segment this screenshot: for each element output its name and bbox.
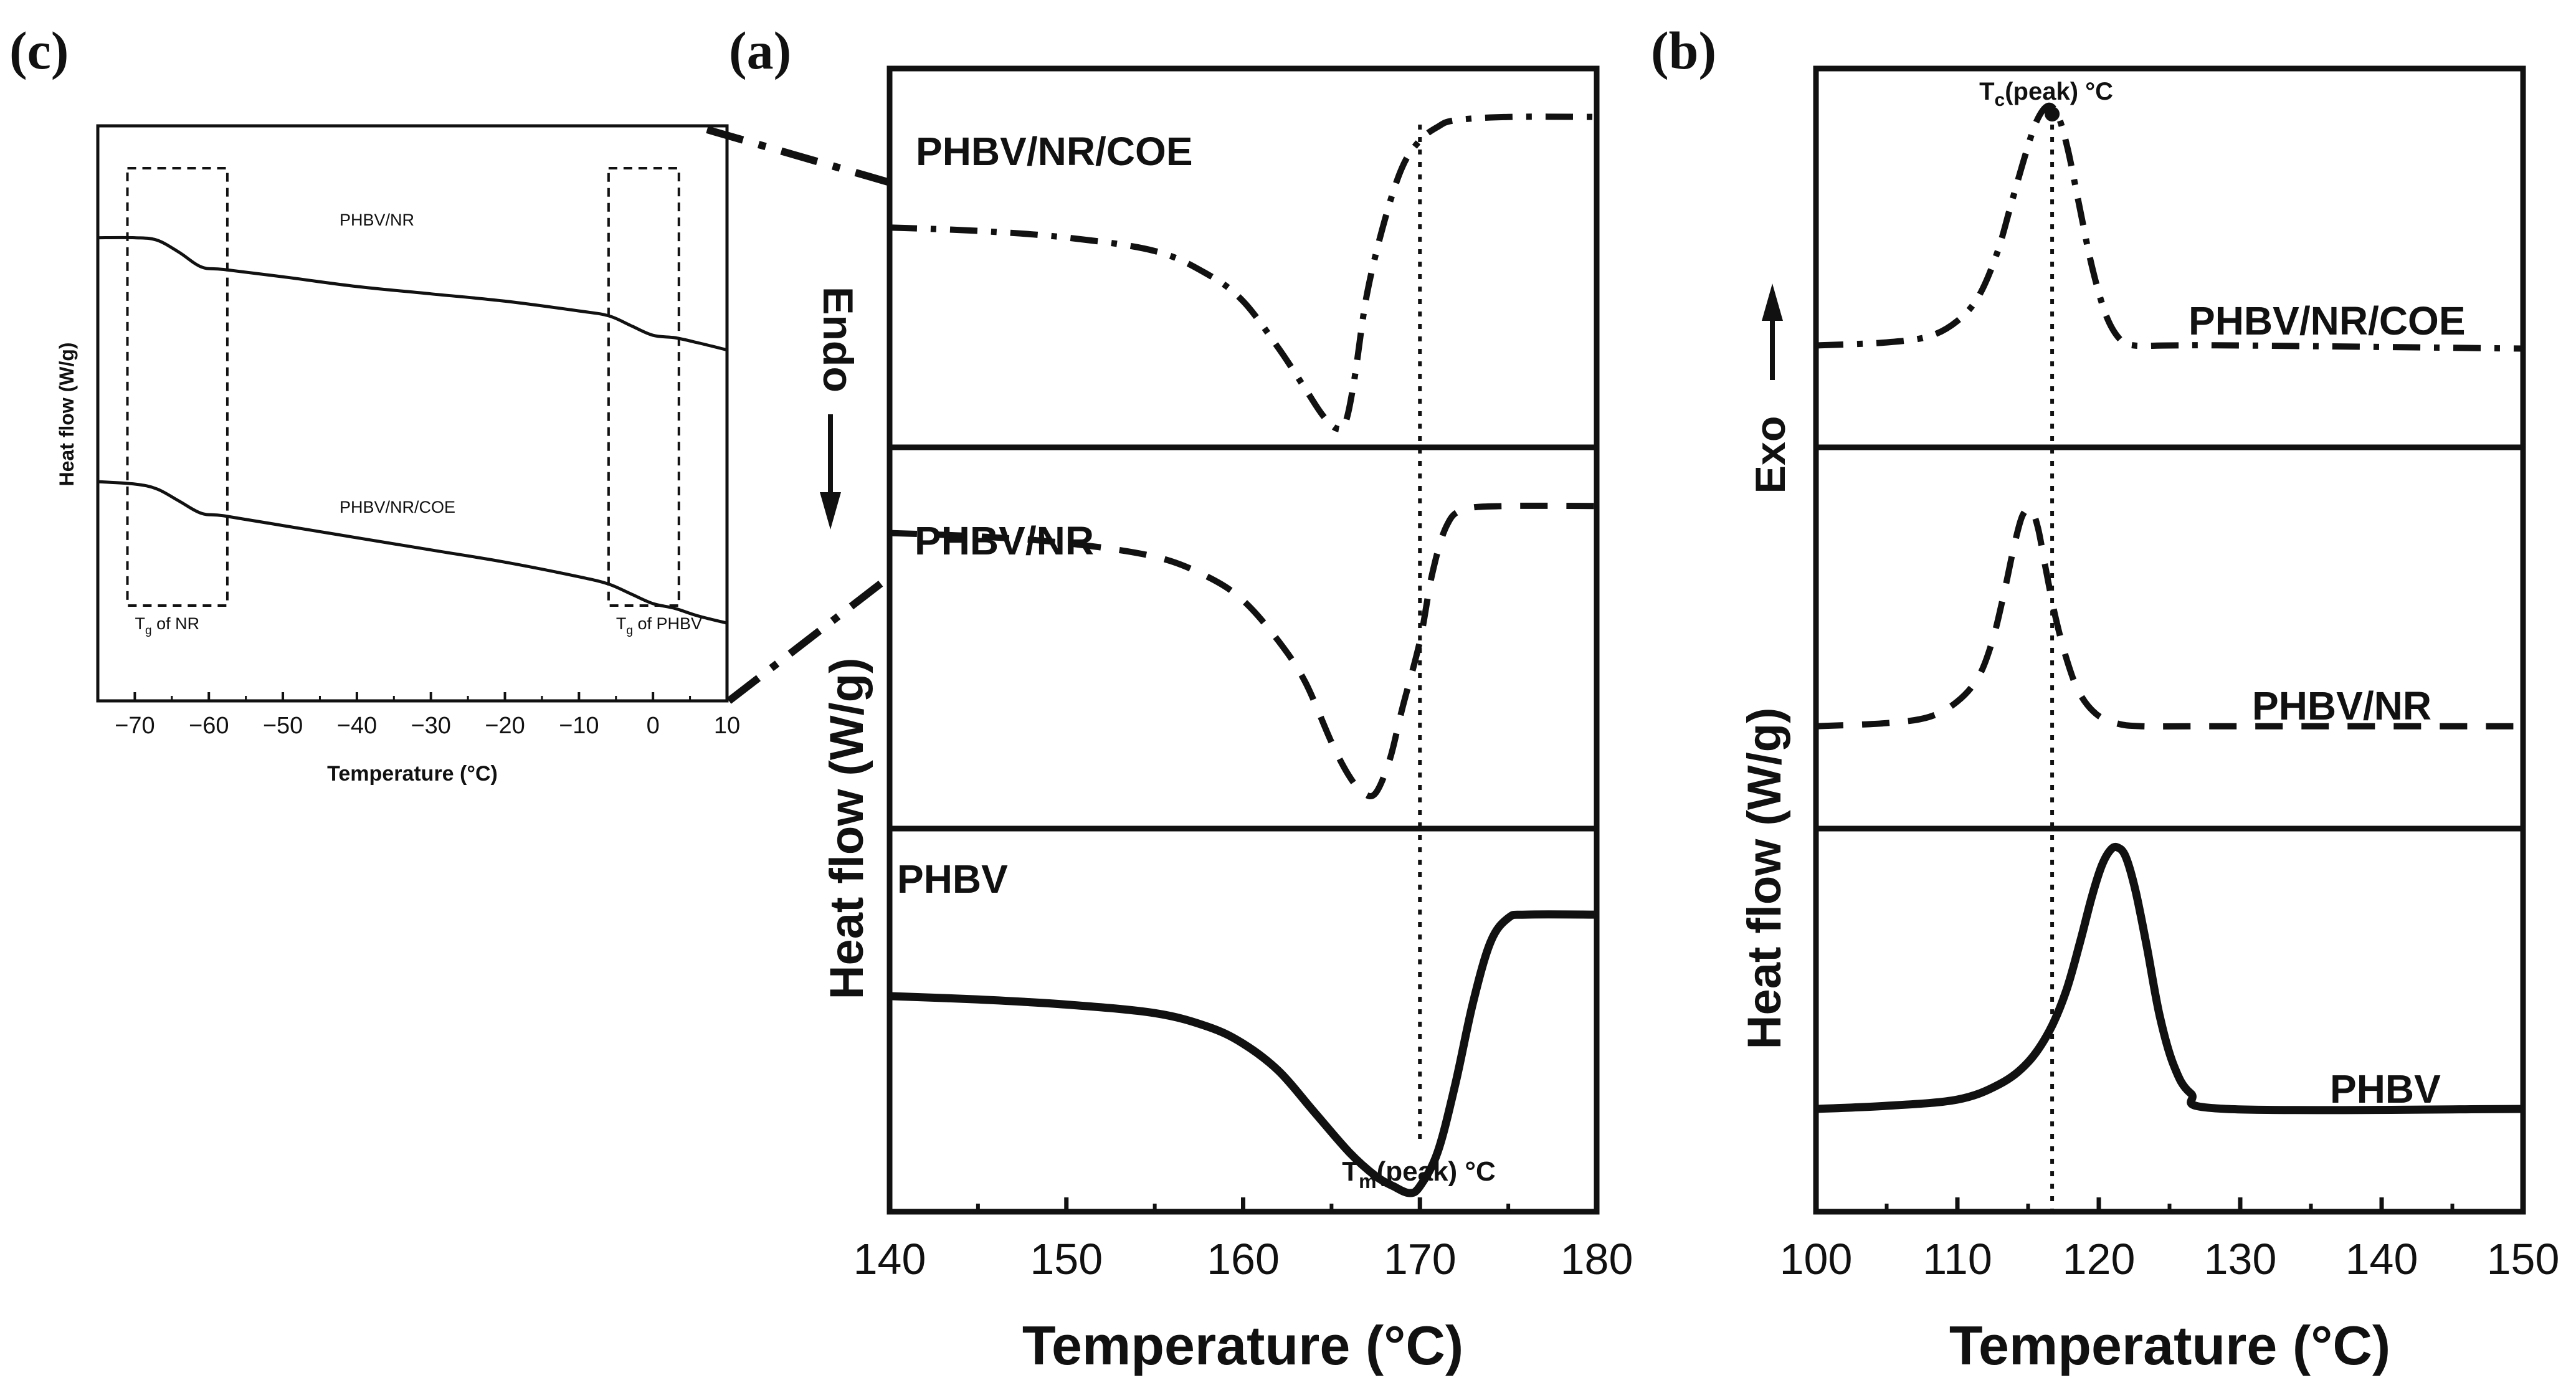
panel-c-tg-box-nr — [126, 167, 229, 607]
panel-b-x-tick-label: 150 — [2487, 1235, 2560, 1283]
panel-b-x-axis-label: Temperature (°C) — [1949, 1315, 2390, 1376]
panel-label-c: (c) — [9, 21, 69, 80]
panel-label-b: (b) — [1651, 21, 1716, 80]
panel-label-a: (a) — [729, 21, 791, 80]
panel-b-x-tick-label: 140 — [2345, 1235, 2418, 1283]
panel-c-curve-phbv-nr-coe — [97, 480, 728, 625]
panel-c-tg-label-nr: Tg of NR — [135, 614, 200, 637]
panel-c-x-tick-label: −30 — [411, 713, 450, 739]
panel-b-exo-label: Exo — [1747, 416, 1794, 494]
panel-c-boxes: Tg of NR Tg of PHBV — [126, 167, 702, 637]
zoom-connector-bottom — [726, 575, 890, 704]
panel-b-tc-symbol: T — [1979, 78, 1994, 105]
panel-a-curve-phbv — [889, 910, 1597, 1197]
panel-c-label-phbv-nr: PHBV/NR — [340, 211, 414, 229]
panel-b-ticks: 100 110 120 130 140 150 — [1780, 1197, 2560, 1283]
panel-a-curve-phbv-nr-coe — [889, 113, 1597, 432]
panel-b-y-axis-label: Heat flow (W/g) — [1738, 708, 1791, 1050]
panel-c: (c) −70 −60 −50 −40 −30 −20 −10 0 10 Tg of NR Tg … — [9, 21, 740, 786]
panel-b-x-tick-label: 120 — [2063, 1235, 2136, 1283]
panel-a-label-phbv: PHBV — [897, 857, 1008, 901]
panel-a: (a) 140 150 160 170 180 PHBV/NR/COE PHBV/NR … — [729, 21, 1633, 1376]
panel-c-y-axis-label: Heat flow (W/g) — [55, 342, 78, 486]
panel-a-y-axis-label: Heat flow (W/g) — [820, 658, 873, 1000]
panel-a-x-tick-label: 160 — [1207, 1235, 1280, 1283]
panel-a-tm-subscript: m — [1359, 1170, 1376, 1192]
panel-a-x-tick-label: 150 — [1030, 1235, 1103, 1283]
zoom-connector-top — [706, 126, 889, 186]
panel-b-x-tick-label: 130 — [2204, 1235, 2277, 1283]
panel-a-label-phbv-nr: PHBV/NR — [915, 518, 1094, 563]
panel-c-x-tick-label: −20 — [485, 713, 525, 739]
panel-a-endo-label: Endo — [814, 287, 862, 392]
panel-b-label-phbv: PHBV — [2330, 1067, 2441, 1111]
panel-c-x-tick-label: −60 — [189, 713, 229, 739]
panel-c-x-tick-label: −10 — [559, 713, 599, 739]
panel-b-exo-arrow — [1762, 283, 1783, 380]
panel-b-tc-rest: (peak) °C — [2005, 78, 2113, 105]
panel-a-tm-annotation: Tm(peak) °C — [1342, 1156, 1496, 1192]
panel-a-ticks: 140 150 160 170 180 — [853, 1197, 1633, 1283]
panel-a-x-tick-label: 140 — [853, 1235, 926, 1283]
panel-a-x-axis-label: Temperature (°C) — [1022, 1315, 1463, 1376]
panel-b-series — [1815, 102, 2524, 1115]
panel-a-series — [889, 113, 1597, 1197]
panel-c-x-tick-label: −40 — [337, 713, 377, 739]
panel-c-x-tick-label: 10 — [714, 713, 740, 739]
panel-c-ticks: −70 −60 −50 −40 −30 −20 −10 0 10 — [115, 692, 740, 739]
panel-c-series — [97, 235, 728, 625]
panel-b-curve-phbv-nr — [1815, 505, 2523, 730]
panel-b-tc-subscript: c — [1995, 90, 2005, 110]
panel-a-tm-symbol: T — [1342, 1156, 1359, 1187]
panel-c-frame — [96, 124, 729, 703]
panel-c-x-tick-label: −70 — [115, 713, 154, 739]
panel-c-tg-box-phbv — [607, 167, 680, 607]
panel-a-tm-rest: (peak) °C — [1377, 1156, 1496, 1187]
panel-b-x-tick-label: 110 — [1922, 1235, 1992, 1283]
panel-a-label-phbv-nr-coe: PHBV/NR/COE — [916, 129, 1193, 174]
panel-b-curve-phbv — [1815, 842, 2524, 1115]
panel-c-x-tick-label: −50 — [263, 713, 303, 739]
panel-c-label-phbv-nr-coe: PHBV/NR/COE — [340, 498, 455, 516]
panel-c-x-axis-label: Temperature (°C) — [327, 762, 498, 786]
panel-b-x-tick-label: 100 — [1780, 1235, 1853, 1283]
panel-a-curve-phbv-nr — [889, 502, 1597, 800]
panel-c-curve-phbv-nr — [97, 235, 728, 352]
panel-b-tc-annotation: Tc(peak) °C — [1979, 78, 2113, 110]
panel-b-label-phbv-nr: PHBV/NR — [2252, 683, 2431, 728]
panel-b-curve-phbv-nr-coe — [1815, 102, 2524, 352]
panel-c-x-tick-label: 0 — [647, 713, 660, 739]
panel-c-tg-label-phbv: Tg of PHBV — [616, 614, 702, 637]
panel-b: (b) 100 110 120 130 140 150 PHBV/NR/COE PHBV/… — [1651, 21, 2559, 1376]
panel-b-label-phbv-nr-coe: PHBV/NR/COE — [2189, 298, 2466, 343]
panel-a-x-tick-label: 170 — [1384, 1235, 1457, 1283]
panel-a-endo-arrow — [820, 414, 841, 530]
panel-a-x-tick-label: 180 — [1561, 1235, 1633, 1283]
panel-b-tc-peak-marker — [2045, 107, 2060, 121]
